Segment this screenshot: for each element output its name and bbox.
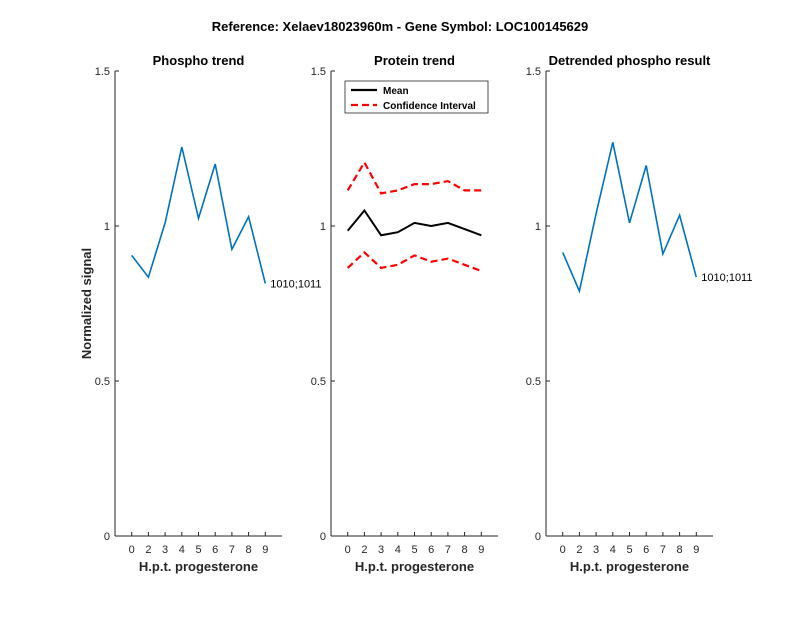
x-tick-label: 5: [411, 544, 417, 556]
y-tick-label: 1.5: [95, 66, 110, 78]
series-line-1: [563, 142, 697, 291]
legend-entry: Confidence Interval: [383, 101, 476, 112]
panel-title: Protein trend: [374, 53, 455, 68]
series-line-1: [132, 147, 266, 283]
y-tick-label: 1: [320, 221, 326, 233]
x-tick-label: 7: [660, 544, 666, 556]
x-tick-label: 6: [428, 544, 434, 556]
x-tick-label: 5: [626, 544, 632, 556]
x-axis-label: H.p.t. progesterone: [139, 559, 258, 574]
figure-title: Reference: Xelaev18023960m - Gene Symbol…: [212, 19, 589, 34]
y-tick-label: 0.5: [311, 376, 326, 388]
x-tick-label: 0: [345, 544, 351, 556]
x-tick-label: 2: [361, 544, 367, 556]
x-tick-label: 0: [129, 544, 135, 556]
y-axis-label: Normalized signal: [79, 248, 94, 359]
x-tick-label: 0: [560, 544, 566, 556]
series-annotation: 1010;1011: [270, 278, 321, 290]
x-tick-label: 5: [195, 544, 201, 556]
series-line-2: [348, 162, 482, 193]
x-tick-label: 8: [677, 544, 683, 556]
y-tick-label: 0.5: [526, 376, 541, 388]
x-tick-label: 8: [246, 544, 252, 556]
y-tick-label: 1: [535, 221, 541, 233]
x-tick-label: 9: [693, 544, 699, 556]
y-tick-label: 1.5: [526, 66, 541, 78]
series-annotation: 1010;1011: [701, 272, 752, 284]
x-tick-label: 3: [162, 544, 168, 556]
x-tick-label: 3: [378, 544, 384, 556]
legend-entry: Mean: [383, 86, 409, 97]
x-axis-label: H.p.t. progesterone: [355, 559, 474, 574]
x-tick-label: 4: [610, 544, 616, 556]
x-axis-label: H.p.t. progesterone: [570, 559, 689, 574]
x-tick-label: 9: [262, 544, 268, 556]
x-tick-label: 2: [145, 544, 151, 556]
x-tick-label: 3: [593, 544, 599, 556]
y-tick-label: 0: [320, 531, 326, 543]
x-tick-label: 7: [445, 544, 451, 556]
panel-title: Detrended phospho result: [549, 53, 711, 68]
x-tick-label: 9: [478, 544, 484, 556]
series-line-3: [348, 252, 482, 271]
x-tick-label: 7: [229, 544, 235, 556]
y-tick-label: 0.5: [95, 376, 110, 388]
y-tick-label: 1.5: [311, 66, 326, 78]
x-tick-label: 2: [576, 544, 582, 556]
x-tick-label: 8: [462, 544, 468, 556]
panel-title: Phospho trend: [153, 53, 245, 68]
x-tick-label: 6: [643, 544, 649, 556]
y-tick-label: 0: [535, 531, 541, 543]
x-tick-label: 6: [212, 544, 218, 556]
x-tick-label: 4: [179, 544, 185, 556]
x-tick-label: 4: [395, 544, 401, 556]
y-tick-label: 1: [104, 221, 110, 233]
y-tick-label: 0: [104, 531, 110, 543]
